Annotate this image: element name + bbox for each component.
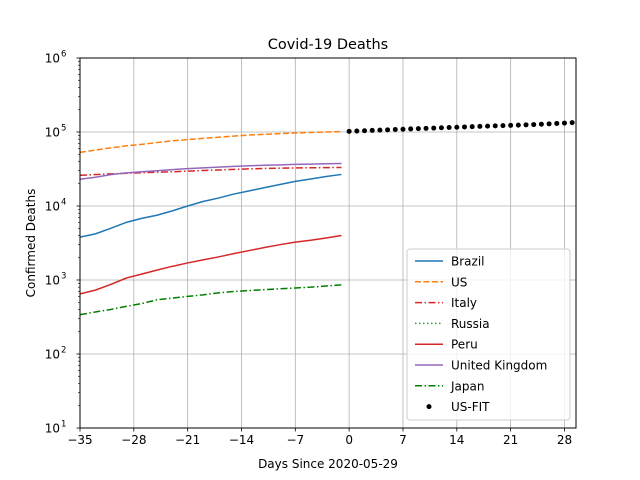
y-tick-label: 10 bbox=[45, 126, 60, 140]
series-line-us bbox=[79, 130, 342, 154]
series-layer bbox=[79, 120, 575, 316]
y-tick-exponent: 6 bbox=[61, 50, 66, 60]
legend: Brazil US Italy Russia Peru United Kingdom Jap… bbox=[406, 248, 571, 421]
data-point-us-fit bbox=[446, 125, 452, 131]
data-point-us-fit bbox=[561, 120, 567, 126]
x-tick-label: 21 bbox=[503, 433, 518, 447]
legend-label: United Kingdom bbox=[451, 359, 547, 373]
y-tick-label: 10 bbox=[45, 200, 60, 214]
data-point-us-fit bbox=[362, 128, 368, 134]
x-tick-label: −28 bbox=[121, 433, 146, 447]
data-point-us-fit bbox=[377, 127, 383, 133]
y-tick-label: 10 bbox=[45, 274, 60, 288]
legend-label: US bbox=[451, 275, 467, 289]
data-point-us-fit bbox=[469, 124, 475, 130]
legend-label: Russia bbox=[451, 317, 490, 331]
y-tick-exponent: 5 bbox=[61, 124, 66, 134]
data-point-us-fit bbox=[354, 128, 360, 134]
data-point-us-fit bbox=[508, 122, 514, 128]
legend-label: Japan bbox=[450, 379, 484, 393]
legend-box bbox=[406, 248, 571, 421]
y-tick-exponent: 2 bbox=[61, 346, 66, 356]
y-tick-exponent: 1 bbox=[61, 420, 66, 430]
legend-label: Brazil bbox=[451, 255, 485, 269]
x-axis-label: Days Since 2020-05-29 bbox=[258, 457, 398, 471]
y-tick-exponent: 3 bbox=[61, 272, 66, 282]
data-point-us-fit bbox=[538, 121, 544, 127]
chart-title: Covid-19 Deaths bbox=[268, 37, 389, 53]
data-point-us-fit bbox=[554, 120, 560, 126]
series-line-brazil bbox=[79, 173, 342, 238]
data-point-us-fit bbox=[461, 124, 467, 130]
x-tick-label: 28 bbox=[557, 433, 572, 447]
y-axis-label: Confirmed Deaths bbox=[24, 189, 38, 298]
series-line-united-kingdom bbox=[79, 162, 342, 180]
data-point-us-fit bbox=[485, 123, 491, 129]
data-point-us-fit bbox=[477, 123, 483, 129]
series-line-peru bbox=[79, 234, 342, 295]
y-tick-label: 10 bbox=[45, 422, 60, 436]
data-point-us-fit bbox=[523, 122, 529, 128]
data-point-us-fit bbox=[492, 123, 498, 129]
plot-frame bbox=[79, 57, 577, 429]
data-point-us-fit bbox=[546, 121, 552, 127]
legend-label: Italy bbox=[451, 296, 477, 310]
x-tick-label: −35 bbox=[67, 433, 92, 447]
data-point-us-fit bbox=[569, 120, 575, 126]
data-point-us-fit bbox=[385, 127, 391, 133]
legend-label: Peru bbox=[451, 338, 478, 352]
data-point-us-fit bbox=[346, 128, 352, 134]
data-point-us-fit bbox=[438, 125, 444, 131]
x-tick-label: −21 bbox=[175, 433, 200, 447]
data-point-us-fit bbox=[515, 122, 521, 128]
data-point-us-fit bbox=[408, 126, 414, 132]
legend-label: US-FIT bbox=[451, 400, 490, 414]
data-point-us-fit bbox=[531, 122, 537, 128]
x-tick-label: 7 bbox=[399, 433, 407, 447]
x-tick-label: 14 bbox=[449, 433, 464, 447]
x-tick-label: −14 bbox=[229, 433, 254, 447]
y-tick-label: 10 bbox=[45, 348, 60, 362]
y-tick-exponent: 4 bbox=[61, 198, 66, 208]
x-tick-label: 0 bbox=[345, 433, 353, 447]
data-point-us-fit bbox=[454, 124, 460, 130]
legend-marker bbox=[426, 404, 432, 410]
series-line-japan bbox=[79, 284, 342, 316]
x-tick-label: −7 bbox=[286, 433, 304, 447]
data-point-us-fit bbox=[400, 126, 406, 132]
data-point-us-fit bbox=[500, 123, 506, 129]
data-point-us-fit bbox=[369, 127, 375, 133]
data-point-us-fit bbox=[392, 127, 398, 133]
data-point-us-fit bbox=[431, 125, 437, 131]
data-point-us-fit bbox=[423, 125, 429, 131]
y-tick-label: 10 bbox=[45, 52, 60, 66]
data-point-us-fit bbox=[415, 126, 421, 132]
